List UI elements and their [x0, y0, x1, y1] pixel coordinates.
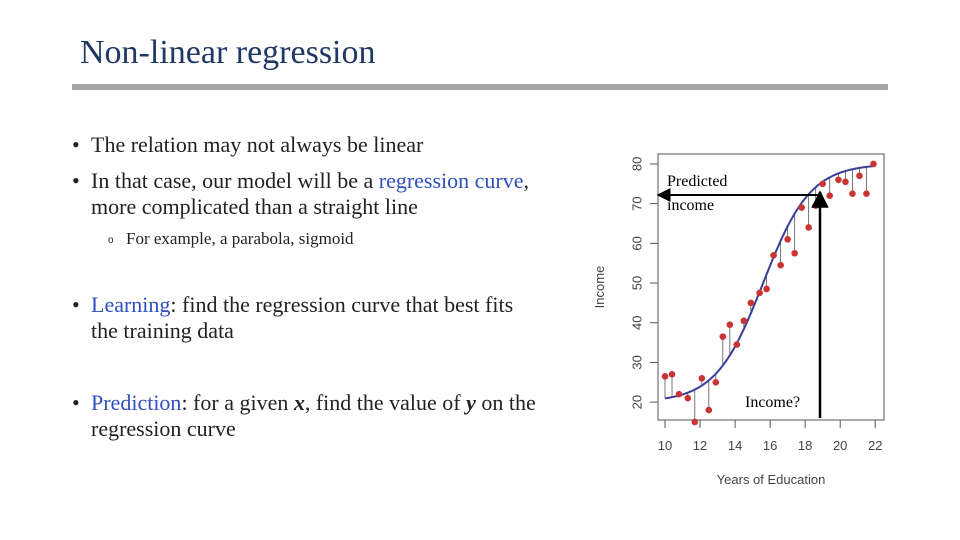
data-point	[870, 160, 877, 168]
y-axis-label: Income	[592, 266, 607, 309]
bullet-marker: •	[72, 132, 80, 157]
data-point	[756, 289, 763, 297]
data-point	[668, 371, 676, 378]
y-tick-label: 60	[629, 236, 644, 250]
y-tick-label: 50	[629, 276, 644, 290]
predicted-label-line2: income	[667, 197, 715, 214]
data-point	[698, 375, 706, 382]
data-point	[777, 261, 784, 269]
math-y: y	[466, 390, 476, 415]
data-point	[856, 172, 863, 180]
data-point	[791, 249, 798, 257]
x-tick-label: 10	[658, 438, 672, 453]
y-axis: 20 30 40 50 60 70 80	[629, 157, 658, 409]
data-point	[819, 180, 826, 188]
data-point	[705, 406, 713, 414]
term-prediction: Prediction	[91, 390, 182, 415]
data-point	[784, 236, 791, 243]
bullet-model: • In that case, our model will be a regr…	[72, 168, 542, 220]
data-point	[684, 394, 692, 402]
bullet-text: Prediction: for a given x, find the valu…	[91, 390, 542, 442]
data-point	[835, 176, 842, 184]
bullet-text: Learning: find the regression curve that…	[91, 292, 542, 344]
y-tick-label: 30	[629, 355, 644, 369]
math-x: x	[293, 390, 305, 415]
data-point	[863, 190, 870, 198]
sub-bullet-text: For example, a parabola, sigmoid	[126, 229, 354, 248]
x-tick-label: 18	[798, 438, 812, 453]
bullet-text-part: , more complicated than a straight line	[91, 168, 530, 219]
regression-curve	[664, 164, 876, 400]
data-point	[719, 333, 727, 340]
data-point	[747, 299, 755, 307]
plot-frame	[657, 153, 885, 421]
sub-bullet-example: o For example, a parabola, sigmoid	[108, 226, 354, 252]
bullet-marker: •	[72, 390, 80, 415]
bullet-text-part: on the regression curve	[91, 390, 536, 441]
bullet-text-part: : for a given	[181, 390, 294, 415]
term-learning: Learning	[91, 292, 171, 317]
slide-title: Non-linear regression	[80, 34, 376, 71]
term-curve: curve	[474, 168, 524, 193]
data-point	[812, 202, 819, 209]
bullet-text: In that case, our model will be a regres…	[91, 168, 542, 220]
y-tick-label: 80	[629, 157, 644, 171]
bullet-text-part: In that case, our model will be a	[91, 168, 379, 193]
x-axis: 10 12 14 16 18 20 22	[658, 420, 882, 453]
bullet-text-part: : find the regression curve that best fi…	[91, 292, 514, 343]
data-point	[740, 317, 748, 325]
data-point	[691, 418, 699, 426]
predicted-label-line1: Predicted	[667, 173, 728, 190]
data-point	[726, 321, 734, 329]
x-axis-label: Years of Education	[717, 472, 826, 487]
x-tick-label: 14	[728, 438, 742, 453]
bullet-text: The relation may not always be linear	[91, 132, 424, 157]
bullet-marker: •	[72, 292, 80, 317]
data-point	[798, 204, 805, 211]
bullet-relation: • The relation may not always be linear	[72, 132, 542, 158]
data-point	[826, 192, 833, 199]
x-tick-label: 16	[763, 438, 777, 453]
y-tick-label: 20	[629, 395, 644, 409]
data-points	[661, 160, 877, 426]
data-point	[661, 373, 669, 380]
predicted-income-label: Predicted income	[667, 170, 727, 218]
y-tick-label: 40	[629, 315, 644, 329]
bullet-learning: • Learning: find the regression curve th…	[72, 292, 542, 344]
data-point	[763, 285, 770, 293]
data-point	[712, 378, 720, 386]
data-point	[675, 390, 683, 398]
data-point	[849, 190, 856, 198]
data-point	[733, 341, 741, 348]
title-divider	[72, 84, 888, 90]
bullet-text-part: , find the value of	[304, 390, 467, 415]
x-tick-label: 22	[868, 438, 882, 453]
x-tick-label: 12	[693, 438, 707, 453]
y-tick-label: 70	[629, 196, 644, 210]
term-regression: regression	[378, 168, 470, 193]
x-tick-label: 20	[833, 438, 847, 453]
data-point	[842, 178, 849, 186]
bullet-marker: •	[72, 168, 80, 193]
data-point	[805, 224, 812, 231]
data-point	[770, 251, 777, 259]
bullet-prediction: • Prediction: for a given x, find the va…	[72, 390, 542, 442]
income-question-label: Income?	[745, 394, 801, 411]
sub-bullet-marker: o	[108, 235, 114, 246]
